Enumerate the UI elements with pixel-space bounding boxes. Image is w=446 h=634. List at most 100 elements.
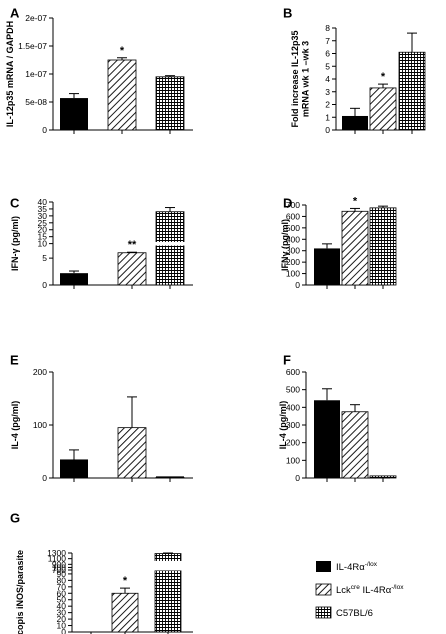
y-tick-label: 20 (38, 225, 48, 235)
y-tick-label: 0 (295, 280, 300, 290)
y-tick-label: 0 (325, 125, 330, 135)
panel-e: E IL-4 (pg/ml) 0 100 200 (10, 353, 193, 483)
bar-2 (111, 592, 139, 633)
panel-letter: A (10, 6, 20, 21)
y-tick-label: 600 (286, 367, 300, 377)
y-tick-label: 500 (286, 223, 300, 233)
bar-2 (117, 252, 147, 286)
legend-swatch-solid (316, 561, 331, 572)
y-tick-label: 0 (61, 627, 66, 634)
y-tick-label: 100 (33, 420, 47, 430)
bar-2 (341, 210, 369, 286)
y-tick-label: 70 (57, 582, 67, 592)
legend-label-2: Lckcre IL-4Rα-/lox (336, 584, 404, 596)
y-tick-label: 1e-07 (25, 69, 47, 79)
legend-label-1: IL-4Rα-/lox (336, 561, 378, 573)
y-tick-label: 80 (57, 575, 67, 585)
y-tick-label: 30 (57, 608, 67, 618)
panels: AIL-12p35 mRNA / GAPDH 0 5e-08 1e-07 1.5e-07… (5, 6, 426, 634)
y-tick-label: 3 (325, 87, 330, 97)
panel-letter: C (10, 196, 20, 211)
y-axis-label: IFNγ (pg/ml) (280, 219, 290, 271)
y-tick-label: 300 (286, 246, 300, 256)
y-tick-label: 200 (286, 257, 300, 267)
bar-1 (60, 273, 88, 285)
y-tick-label: 0 (42, 473, 47, 483)
y-axis-label: copis iNOS/parasite (15, 550, 25, 634)
y-tick-label: 90 (57, 569, 67, 579)
bar-3 (369, 207, 397, 286)
axis-break-gap (154, 561, 182, 571)
bar-3 (369, 475, 397, 479)
y-tick-label: 1100 (48, 554, 67, 564)
bar-2 (117, 427, 147, 479)
y-tick-label: 30 (38, 211, 48, 221)
y-axis-label: IL-4 (pg/ml) (10, 401, 20, 450)
y-tick-label: 7 (325, 36, 330, 46)
y-tick-label: 0 (295, 473, 300, 483)
y-tick-label: 100 (286, 455, 300, 465)
y-tick-label: 300 (286, 420, 300, 430)
y-tick-label: 35 (38, 204, 48, 214)
y-tick-label: 500 (286, 385, 300, 395)
bar-1 (60, 98, 88, 130)
legend-label-3: C57BL/6 (336, 608, 373, 619)
y-tick-label: 50 (57, 595, 67, 605)
y-tick-label: 600 (286, 211, 300, 221)
panel-letter: E (10, 353, 19, 368)
y-tick-label: 40 (57, 601, 67, 611)
panel-b: B Fold increase IL-12p35mRNA wk 1 –wk 3 0 1… (283, 6, 426, 135)
y-tick-label: 4 (325, 74, 330, 84)
y-tick-label: 200 (33, 367, 47, 377)
y-tick-label: 20 (57, 614, 67, 624)
y-tick-label: 5 (325, 61, 330, 71)
y-tick-label: 10 (57, 621, 67, 631)
significance-marker: * (123, 575, 128, 587)
bar-1 (342, 115, 368, 130)
y-tick-label: 2 (325, 100, 330, 110)
y-tick-label: 700 (286, 200, 300, 210)
y-tick-label: 0 (42, 280, 47, 290)
panel-f: F IL-4 (pg/ml) 0 100 200 300 400 500 600 (278, 353, 397, 483)
panel-letter: B (283, 6, 292, 21)
bar-3 (155, 211, 185, 286)
bar-3 (155, 76, 185, 131)
bar-2 (341, 411, 369, 479)
y-tick-label: 1300 (47, 548, 66, 558)
significance-marker: ** (128, 239, 137, 251)
y-tick-label: 5 (42, 253, 47, 263)
y-tick-label: 200 (286, 438, 300, 448)
y-tick-label: 15 (38, 232, 48, 242)
bar-1 (60, 459, 88, 478)
y-axis-label: IFN-γ (pg/ml) (10, 216, 20, 271)
y-tick-label: 700 (52, 565, 66, 575)
y-tick-label: 1 (325, 112, 330, 122)
significance-marker: * (381, 71, 386, 83)
panel-a: AIL-12p35 mRNA / GAPDH 0 5e-08 1e-07 1.5e-07… (5, 6, 193, 135)
legend: IL-4Rα-/lox Lckcre IL-4Rα-/lox C57BL/6 (315, 561, 404, 619)
panel-letter: F (283, 353, 291, 368)
y-axis-label: Fold increase IL-12p35mRNA wk 1 –wk 3 (290, 30, 310, 127)
y-tick-label: 900 (52, 559, 66, 569)
panel-letter: G (10, 511, 20, 526)
y-tick-label: 25 (38, 218, 48, 228)
y-axis-label: IL-4 (pg/ml) (278, 401, 288, 450)
bar-1 (314, 400, 340, 478)
significance-marker: * (120, 45, 125, 57)
bar-3 (398, 51, 426, 131)
y-tick-label: 8 (325, 23, 330, 33)
legend-swatch-grid (315, 606, 332, 619)
y-tick-label: 400 (286, 402, 300, 412)
y-tick-label: 1.5e-07 (18, 41, 47, 51)
legend-swatch-diagonal (315, 583, 332, 596)
y-tick-label: 100 (52, 562, 66, 572)
y-tick-label: 0 (42, 125, 47, 135)
y-tick-label: 2e-07 (25, 13, 47, 23)
bar-1 (314, 248, 340, 285)
panel-letter: D (283, 196, 292, 211)
significance-marker: * (353, 195, 358, 207)
